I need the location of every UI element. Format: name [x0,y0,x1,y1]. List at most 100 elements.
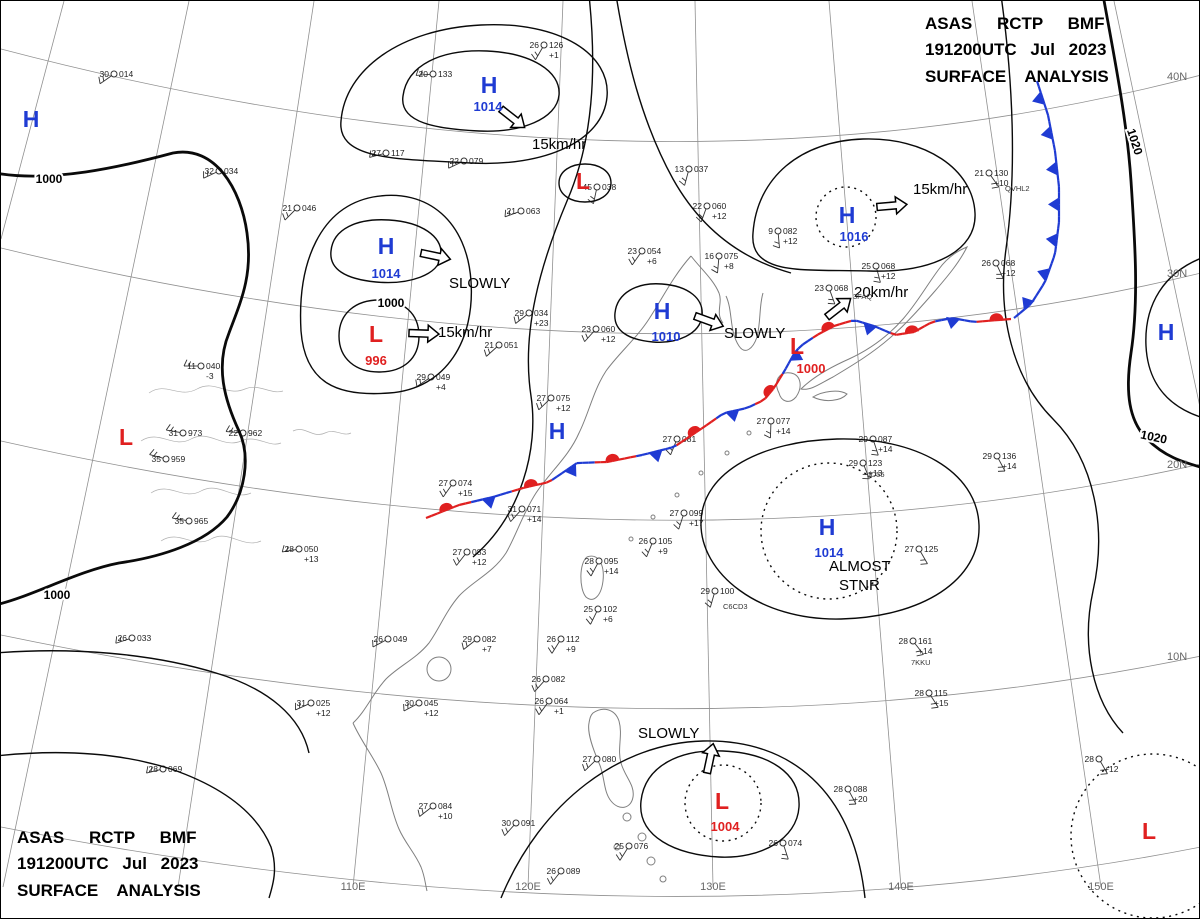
station-plot: 28 161+14 [899,636,933,657]
movement-label: SLOWLY [449,275,510,292]
isobar [500,740,866,899]
low-center: L [576,168,590,194]
station-temp: 32 [205,166,215,176]
station-pressure: 034 [224,166,238,176]
station-plot: 25 068+12 [862,261,896,283]
coastline-layer [352,246,969,892]
station-temp: 16 [705,251,715,261]
station-pressure: 063 [526,206,540,216]
station-pressure: 051 [504,340,518,350]
station-plot: 30 014 [98,69,133,85]
high-center: H [23,106,40,132]
station-tendency: +15 [934,698,949,708]
station-temp: 25 [615,841,625,851]
longitude-label: 140E [888,881,914,893]
isobar [402,50,560,132]
cold-front-symbol [1037,268,1050,282]
station-tendency: +10 [438,811,453,821]
station-plot: 26 105+9 [639,536,672,558]
station-plot: 26 082 [531,674,565,692]
station-plot: 27 077+14 [757,416,791,439]
station-tendency: +6 [603,614,613,624]
title-block-top-right: ASAS RCTP BMF 191200UTC Jul 2023 SURFACE… [925,11,1185,90]
cold-front-symbol [1048,197,1059,212]
isobar [299,194,473,395]
low-center: L [1142,818,1156,844]
station-temp: 29 [463,634,473,644]
station-pressure: 973 [188,428,202,438]
station-temp: 21 [507,206,517,216]
latitude-line [1,247,1199,335]
longitude-line [1113,1,1199,405]
station-temp: 13 [675,164,685,174]
station-temp: 26 [118,633,128,643]
station-pressure: 025 [316,698,330,708]
station-plot: 31 071+14 [507,504,542,524]
station-pressure: 040 [206,361,220,371]
latitude-line [1,634,1199,710]
station-tendency: +12 [424,708,439,718]
front-layer [425,80,1061,520]
coastline [690,255,724,324]
isobar [1,650,310,754]
station-pressure: 126 [549,40,563,50]
station-pressure: 037 [694,164,708,174]
station-temp: 31 [169,428,179,438]
station-plot: 25 076 [615,841,648,861]
center-value: 1016 [840,229,869,244]
station-pressure: 089 [566,866,580,876]
movement-label: ALMOST [829,558,891,575]
grid-layer [1,1,1199,897]
station-plot: 29 087+14 [859,434,893,456]
station-plot: 27 081 [663,434,696,456]
station-plot: 27 099+17 [670,508,704,530]
movement-arrow [497,105,526,129]
warm-front-symbol [439,502,453,513]
longitude-line [828,1,902,888]
ship-callsign-label: 3FAQ [853,292,872,301]
station-plot: 23 068 [815,283,848,305]
station-pressure: 102 [603,604,617,614]
cold-front-symbol [1045,233,1058,248]
station-temp: 20 [419,69,429,79]
latitude-label: 10N [1167,651,1187,663]
ship-callsign-label: 7KKU [911,658,931,667]
island [724,450,730,456]
warm-front-symbol [524,479,538,488]
center-value: 996 [365,353,387,368]
station-plot: 31 973 [165,424,202,438]
center-letter: L [1142,818,1156,844]
station-temp: 25 [584,604,594,614]
center-value: 1014 [815,545,845,560]
station-pressure: 115 [934,688,948,698]
station-temp: 31 [508,504,518,514]
station-temp: 25 [862,261,872,271]
longitude-label: 150E [1088,881,1114,893]
station-pressure: 080 [602,754,616,764]
station-tendency: +7 [482,644,492,654]
station-plot: 21 063 [504,206,540,218]
station-pressure: 045 [424,698,438,708]
station-temp: 28 [585,556,595,566]
station-pressure: 060 [601,324,615,334]
station-pressure: 038 [602,182,616,192]
isobar [558,163,612,203]
longitude-line [352,1,440,888]
ship-callsign-label: C6CD3 [723,602,748,611]
station-temp: 26 [547,866,557,876]
center-letter: H [1158,319,1175,345]
station-temp: 28 [285,544,295,554]
station-pressure: 075 [556,393,570,403]
low-center: L 1000 [790,333,825,376]
station-tendency: +12 [783,236,798,246]
station-pressure: 050 [304,544,318,554]
station-pressure: 074 [788,838,802,848]
isobar [752,138,976,272]
island [426,656,452,682]
terrain-layer [140,385,352,544]
station-tendency: +13 [304,554,319,564]
title-block-bottom-left: ASAS RCTP BMF 191200UTC Jul 2023 SURFACE… [17,825,267,904]
terrain-contour [140,435,282,445]
